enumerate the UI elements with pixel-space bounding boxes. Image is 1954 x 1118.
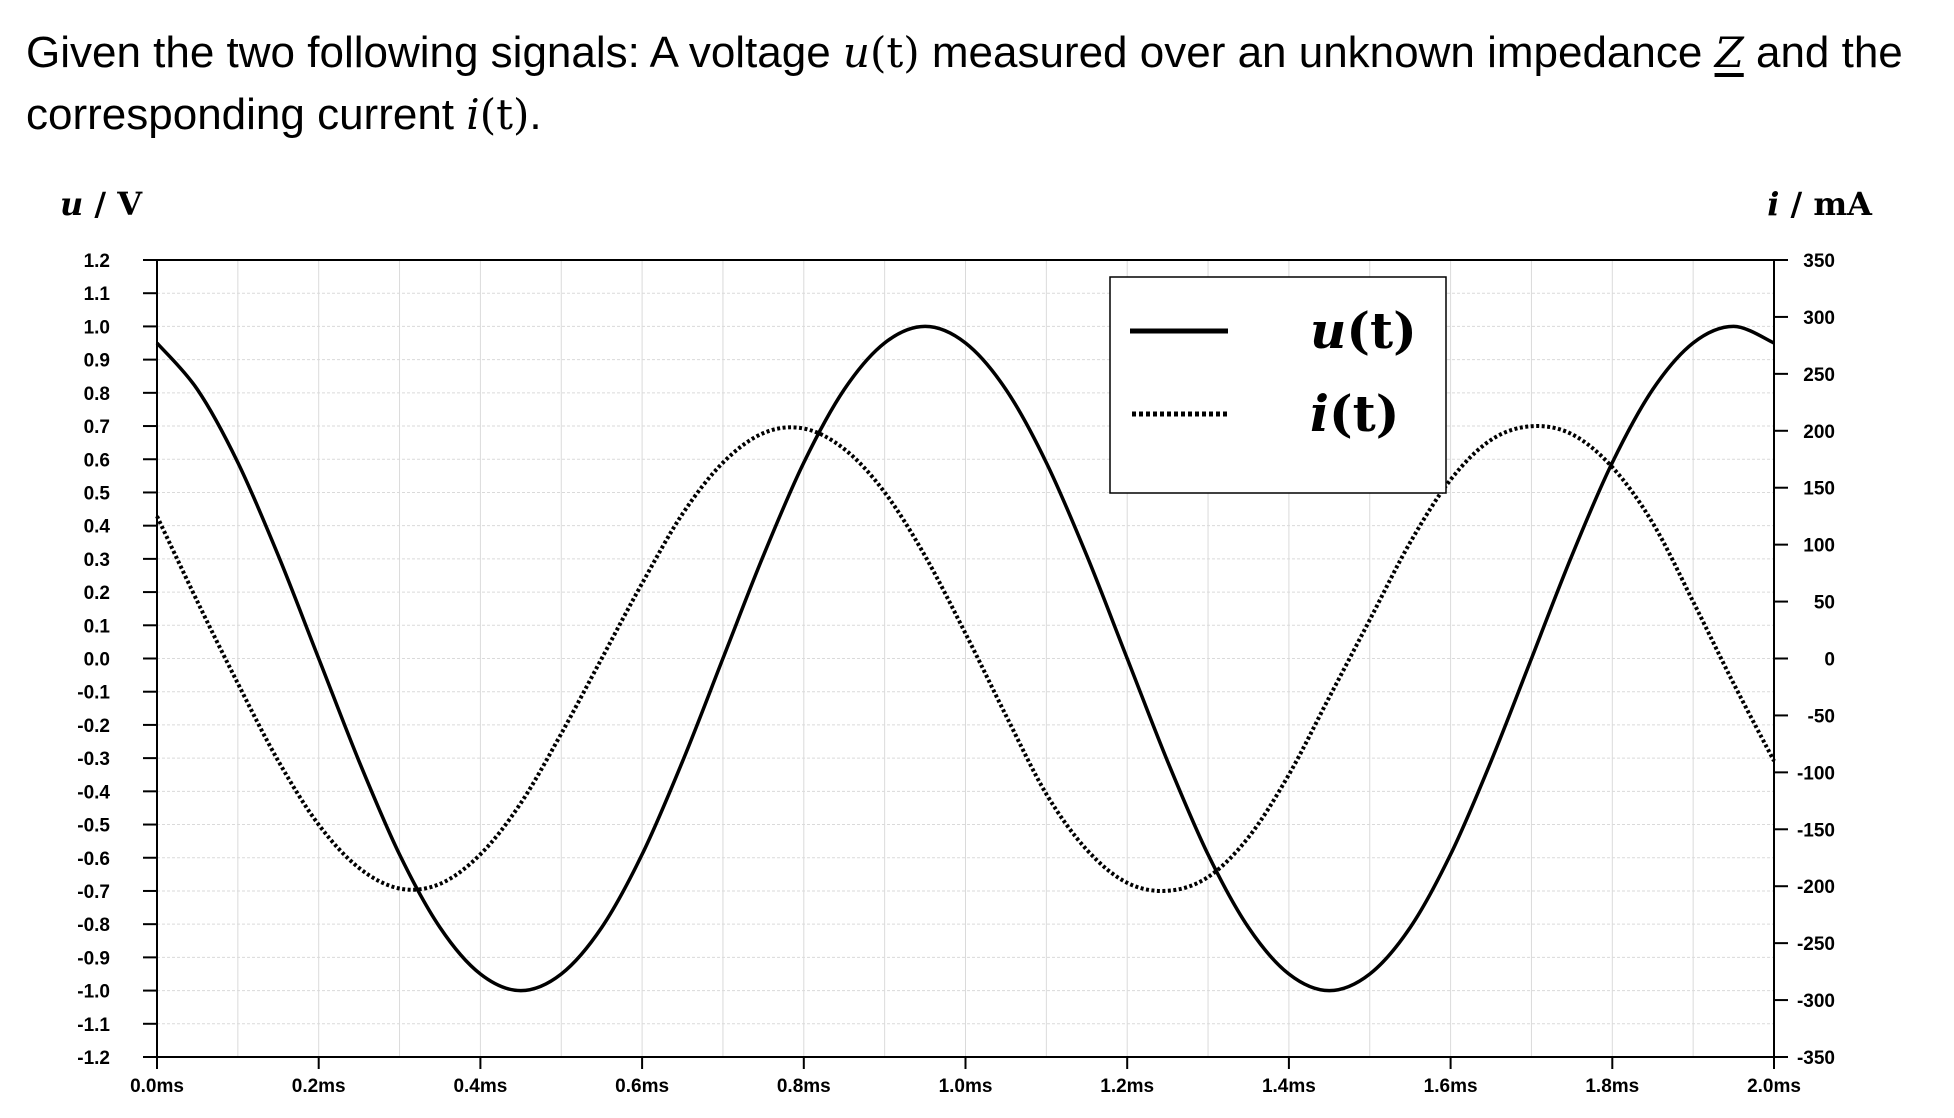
- left-y-tick-label: 1.1: [84, 284, 111, 305]
- left-y-tick-label: -0.9: [77, 948, 110, 969]
- right-y-tick-label: 350: [1803, 251, 1835, 272]
- right-y-tick-label: -100: [1797, 763, 1835, 784]
- left-y-tick-label: 0.2: [84, 583, 110, 604]
- x-tick-label: 0.6ms: [615, 1076, 669, 1097]
- right-y-tick-label: -200: [1797, 877, 1835, 898]
- right-axis-title: i / mA: [1767, 185, 1873, 223]
- right-y-tick-label: -350: [1797, 1048, 1835, 1069]
- x-tick-label: 1.0ms: [939, 1076, 993, 1097]
- x-tick-label: 0.4ms: [453, 1076, 507, 1097]
- left-y-tick-label: -1.0: [77, 982, 110, 1003]
- left-y-tick-label: 0.0: [84, 650, 110, 671]
- x-tick-label: 1.4ms: [1262, 1076, 1316, 1097]
- right-y-tick-label: 200: [1803, 422, 1835, 443]
- x-tick-label: 1.2ms: [1100, 1076, 1154, 1097]
- x-tick-label: 0.2ms: [292, 1076, 346, 1097]
- current-symbol: i(t): [466, 90, 530, 139]
- prompt-text-3: and the corresponding current: [26, 28, 1903, 139]
- right-y-tick-label: -150: [1797, 820, 1835, 841]
- x-tick-label: 1.8ms: [1585, 1076, 1639, 1097]
- left-y-tick-label: 0.4: [84, 517, 111, 538]
- right-y-tick-label: -50: [1808, 706, 1835, 727]
- left-y-tick-label: 1.2: [84, 251, 110, 272]
- legend-label-u: u(t): [1310, 301, 1417, 360]
- legend: u(t) i(t): [1109, 276, 1447, 494]
- right-y-tick-label: 0: [1824, 650, 1835, 671]
- x-tick-label: 0.8ms: [777, 1076, 831, 1097]
- legend-label-i: i(t): [1310, 384, 1399, 443]
- left-y-tick-label: -0.5: [77, 816, 110, 837]
- left-y-tick-label: -0.6: [77, 849, 110, 870]
- left-y-tick-label: -0.2: [77, 716, 110, 737]
- right-y-tick-label: 250: [1803, 365, 1835, 386]
- right-y-tick-label: 50: [1814, 593, 1835, 614]
- right-y-tick-label: 150: [1803, 479, 1835, 500]
- left-y-tick-label: -1.2: [77, 1048, 110, 1069]
- left-y-tick-label: -0.8: [77, 915, 110, 936]
- left-axis-title: u / V: [60, 185, 143, 223]
- left-y-tick-label: 0.7: [84, 417, 110, 438]
- left-y-tick-label: 0.5: [84, 483, 111, 504]
- current-line: [155, 424, 1776, 893]
- left-y-tick-label: 0.9: [84, 351, 110, 372]
- chart-series-layer: [155, 324, 1776, 993]
- left-y-tick-label: 1.0: [84, 317, 110, 338]
- impedance-symbol: Z: [1714, 28, 1744, 77]
- right-y-tick-label: 100: [1803, 536, 1835, 557]
- left-y-tick-label: -0.4: [77, 782, 110, 803]
- left-y-tick-label: 0.1: [84, 616, 111, 637]
- left-y-tick-label: -0.1: [77, 683, 110, 704]
- right-y-tick-label: -300: [1797, 991, 1835, 1012]
- right-y-tick-label: 300: [1803, 308, 1835, 329]
- left-y-tick-label: 0.6: [84, 450, 110, 471]
- chart-ticks: 1.2 1.1 1.0 0.9 0.8 0.7 0.6 0.5 0.4 0.3 0.2 0.1 0.0 -…: [77, 251, 1835, 1097]
- right-y-tick-label: -250: [1797, 934, 1835, 955]
- left-y-tick-label: -0.7: [77, 882, 110, 903]
- left-y-tick-label: 0.3: [84, 550, 110, 571]
- prompt-text-2: measured over an unknown impedance: [919, 28, 1715, 77]
- legend-box: [1109, 276, 1447, 494]
- left-y-tick-label: -1.1: [77, 1015, 110, 1036]
- x-tick-label: 1.6ms: [1424, 1076, 1478, 1097]
- voltage-symbol: u(t): [842, 28, 920, 77]
- prompt-text-1: Given the two following signals: A volta…: [26, 28, 843, 77]
- left-y-tick-label: -0.3: [77, 749, 110, 770]
- x-tick-label: 2.0ms: [1747, 1076, 1801, 1097]
- prompt-text-4: .: [529, 90, 542, 139]
- voltage-line: [155, 324, 1775, 993]
- problem-statement: Given the two following signals: A volta…: [26, 22, 1926, 146]
- left-y-tick-label: 0.8: [84, 384, 110, 405]
- x-tick-label: 0.0ms: [130, 1076, 184, 1097]
